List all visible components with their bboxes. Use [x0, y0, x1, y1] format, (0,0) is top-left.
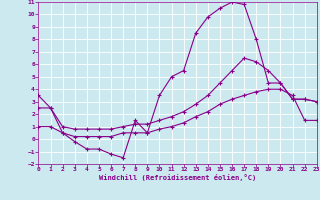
X-axis label: Windchill (Refroidissement éolien,°C): Windchill (Refroidissement éolien,°C): [99, 174, 256, 181]
